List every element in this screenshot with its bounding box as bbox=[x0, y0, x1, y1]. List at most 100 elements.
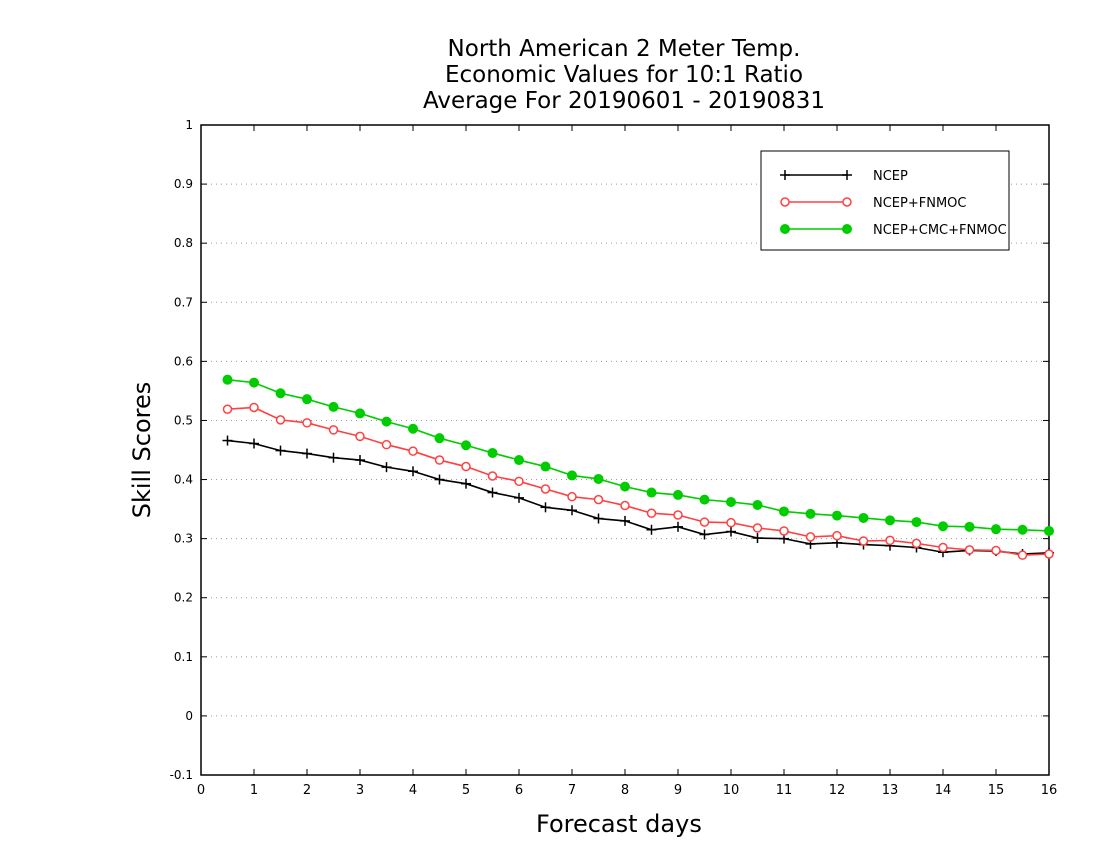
data-point bbox=[540, 484, 551, 494]
data-point bbox=[408, 446, 418, 456]
y-tick-label: 0.2 bbox=[174, 591, 193, 605]
data-point bbox=[991, 545, 1001, 556]
data-point bbox=[408, 423, 418, 434]
series-line-0 bbox=[227, 439, 1050, 555]
data-point bbox=[514, 492, 524, 503]
data-point bbox=[646, 487, 657, 498]
data-point bbox=[885, 515, 895, 526]
data-point bbox=[911, 538, 922, 549]
data-point bbox=[832, 510, 842, 521]
chart-title-line-2: Economic Values for 10:1 Ratio bbox=[444, 62, 804, 88]
x-tick-label: 7 bbox=[568, 783, 576, 798]
data-point bbox=[408, 466, 418, 477]
data-point bbox=[673, 521, 683, 532]
data-point bbox=[699, 517, 710, 527]
data-point bbox=[726, 517, 736, 528]
x-tick-label: 10 bbox=[723, 783, 740, 798]
data-point bbox=[752, 499, 763, 510]
data-point bbox=[911, 517, 922, 528]
data-point bbox=[858, 536, 869, 546]
data-point bbox=[938, 521, 948, 532]
data-point bbox=[540, 461, 551, 472]
y-tick-label: 0.1 bbox=[174, 650, 193, 664]
data-point bbox=[328, 425, 339, 435]
data-point bbox=[805, 532, 816, 542]
data-point bbox=[1044, 525, 1054, 536]
data-point bbox=[540, 502, 551, 513]
data-point bbox=[779, 506, 789, 517]
data-point bbox=[567, 470, 577, 481]
x-tick-label: 9 bbox=[674, 783, 682, 798]
data-point bbox=[938, 542, 948, 553]
data-point bbox=[434, 455, 445, 465]
data-point bbox=[355, 431, 365, 442]
x-tick-label: 3 bbox=[356, 783, 364, 798]
data-point bbox=[487, 447, 498, 458]
x-tick-label: 15 bbox=[988, 783, 1005, 798]
data-point bbox=[328, 452, 339, 463]
y-axis-label: Skill Scores bbox=[128, 381, 156, 519]
x-tick-label: 5 bbox=[462, 783, 470, 798]
legend-marker bbox=[842, 197, 852, 207]
y-tick-label: 0.8 bbox=[174, 236, 193, 250]
data-point bbox=[752, 533, 763, 544]
data-point bbox=[620, 481, 630, 492]
data-point bbox=[487, 471, 498, 481]
data-point bbox=[461, 461, 471, 472]
data-point bbox=[461, 440, 471, 451]
y-tick-label: 0.3 bbox=[174, 532, 193, 546]
data-point bbox=[673, 489, 683, 500]
data-point bbox=[222, 374, 233, 385]
legend-box bbox=[760, 150, 1010, 251]
data-point bbox=[991, 524, 1001, 535]
data-point bbox=[752, 523, 763, 533]
data-point bbox=[249, 438, 259, 449]
data-point bbox=[355, 408, 365, 419]
x-tick-label: 4 bbox=[409, 783, 417, 798]
data-point bbox=[1017, 524, 1028, 535]
y-tick-label: 0.9 bbox=[174, 177, 193, 191]
data-point bbox=[593, 494, 604, 505]
data-point bbox=[302, 394, 312, 405]
legend-marker bbox=[780, 197, 790, 207]
y-tick-label: -0.1 bbox=[170, 768, 193, 782]
data-point bbox=[381, 439, 392, 450]
data-point bbox=[1017, 550, 1028, 560]
data-point bbox=[275, 388, 286, 399]
x-tick-label: 6 bbox=[515, 783, 523, 798]
data-point bbox=[434, 433, 445, 444]
x-tick-label: 13 bbox=[882, 783, 899, 798]
x-tick-label: 2 bbox=[303, 783, 311, 798]
y-tick-label: 0.6 bbox=[174, 354, 193, 368]
x-tick-label: 1 bbox=[250, 783, 258, 798]
data-point bbox=[249, 402, 259, 413]
data-point bbox=[381, 416, 392, 427]
y-tick-label: 0.5 bbox=[174, 413, 193, 427]
x-tick-label: 0 bbox=[197, 783, 205, 798]
data-point bbox=[646, 508, 657, 518]
series-line-1 bbox=[227, 406, 1050, 556]
data-point bbox=[832, 530, 842, 541]
data-point bbox=[567, 491, 577, 502]
data-point bbox=[1044, 549, 1054, 559]
data-point bbox=[620, 515, 630, 526]
data-point bbox=[222, 435, 233, 446]
x-tick-label: 12 bbox=[829, 783, 846, 798]
data-point bbox=[567, 505, 577, 516]
data-point bbox=[302, 418, 312, 428]
y-tick-label: 0 bbox=[185, 709, 193, 723]
data-point bbox=[964, 521, 975, 532]
data-point bbox=[328, 401, 339, 412]
legend-marker bbox=[780, 170, 790, 180]
data-point bbox=[699, 529, 710, 540]
chart-title-line-1: North American 2 Meter Temp. bbox=[447, 36, 801, 62]
data-point bbox=[514, 455, 524, 466]
data-point bbox=[699, 494, 710, 505]
data-point bbox=[593, 513, 604, 524]
data-point bbox=[726, 497, 736, 507]
data-point bbox=[275, 415, 286, 425]
data-point bbox=[302, 448, 312, 459]
legend-label: NCEP+FNMOC bbox=[873, 196, 966, 211]
data-point bbox=[620, 500, 630, 511]
